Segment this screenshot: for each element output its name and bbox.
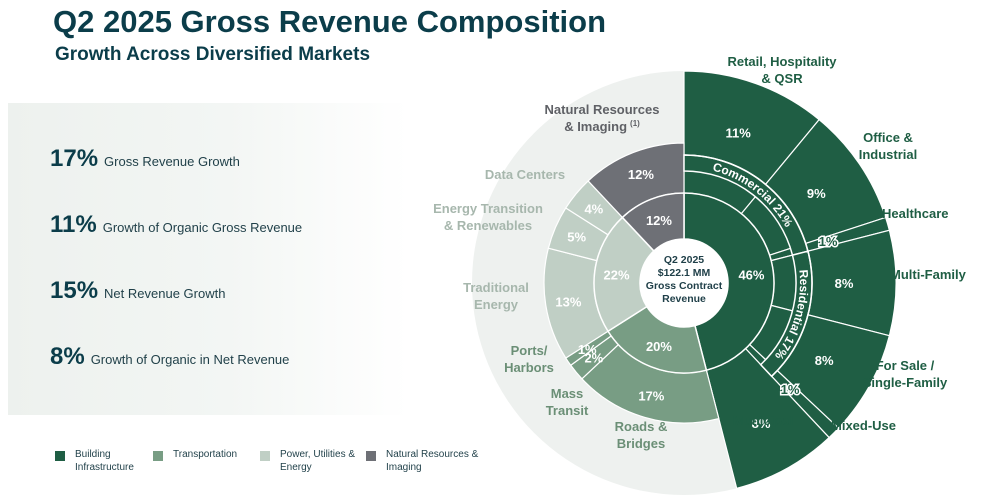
segment-name-label: Mass Transit	[546, 386, 589, 418]
center-text-line: Revenue	[662, 293, 706, 305]
middle-value-label: 8%	[752, 416, 771, 431]
center-text-line: Gross Contract	[646, 280, 723, 292]
page-subtitle: Growth Across Diversified Markets	[55, 44, 371, 65]
legend-label: Natural Resources & Imaging	[386, 449, 479, 473]
legend-swatch	[153, 451, 163, 461]
legend-swatch	[366, 451, 376, 461]
segment-name-label: Retail, Hospitality & QSR	[727, 54, 837, 86]
segment-name-label: For Sale / Single-Family	[863, 358, 948, 390]
segment-name-label: Office & Industrial	[859, 130, 918, 162]
stat-net-revenue-growth: 15% Net Revenue Growth	[50, 277, 225, 305]
middle-value-label: 1%	[781, 382, 800, 397]
stat-label: Growth of Organic Gross Revenue	[102, 220, 303, 235]
segment-name-label: Ports/Harbors	[504, 343, 554, 375]
stat-value: 15%	[50, 277, 99, 304]
middle-value-label: 1%	[578, 342, 597, 357]
middle-value-label: 8%	[835, 276, 854, 291]
middle-value-label: 11%	[726, 125, 752, 140]
stat-organic-net-growth: 8% Growth of Organic in Net Revenue	[50, 343, 289, 371]
middle-value-label: 17%	[638, 388, 664, 403]
center-text-line: Q2 2025	[664, 254, 704, 266]
inner-value-label: 20%	[646, 339, 672, 354]
middle-value-label: 2%	[584, 351, 603, 366]
inner-value-label: 12%	[646, 213, 672, 228]
legend-label: Power, Utilities & Energy	[280, 449, 356, 473]
page-title: Q2 2025 Gross Revenue Composition	[53, 4, 607, 39]
stat-organic-gross-growth: 11% Growth of Organic Gross Revenue	[50, 211, 302, 239]
segment-name-label: Multi-Family	[890, 267, 967, 282]
stat-value: 8%	[50, 343, 85, 370]
stat-label: Net Revenue Growth	[104, 286, 226, 301]
legend-swatch	[55, 451, 65, 461]
stat-gross-revenue-growth: 17% Gross Revenue Growth	[50, 145, 240, 173]
legend-label: Building Infrastructure	[75, 449, 134, 473]
segment-name-label: Data Centers	[485, 167, 565, 182]
segment-name-label: Municipal	[733, 413, 793, 428]
segment-name-label: Traditional Energy	[463, 280, 529, 312]
segment-name-label: Energy Transition & Renewables	[433, 201, 543, 233]
legend-swatch	[260, 451, 270, 461]
stat-value: 17%	[50, 145, 99, 172]
middle-value-label: 5%	[567, 230, 586, 245]
stat-label: Growth of Organic in Net Revenue	[90, 352, 290, 367]
stats-panel	[8, 103, 408, 415]
middle-value-label: 8%	[815, 353, 834, 368]
middle-value-label: 4%	[584, 201, 603, 216]
segment-name-label: Healthcare	[882, 206, 948, 221]
middle-value-label: 1%	[819, 234, 838, 249]
inner-value-label: 46%	[738, 267, 764, 282]
legend-label: Transportation	[173, 449, 238, 460]
middle-value-label: 13%	[555, 294, 581, 309]
center-text-line: $122.1 MM	[658, 267, 711, 279]
inner-value-label: 22%	[604, 267, 630, 282]
segment-name-label: Mixed-Use	[831, 418, 896, 433]
middle-value-label: 9%	[807, 186, 826, 201]
stat-label: Gross Revenue Growth	[104, 154, 240, 169]
segment-name-label: Natural Resources & Imaging (1)	[545, 102, 660, 134]
group-ring-outline	[683, 154, 813, 377]
center-circle	[640, 239, 728, 327]
stat-value: 11%	[50, 211, 97, 238]
middle-value-label: 12%	[628, 167, 654, 182]
segment-name-label: Roads & Bridges	[615, 419, 668, 451]
